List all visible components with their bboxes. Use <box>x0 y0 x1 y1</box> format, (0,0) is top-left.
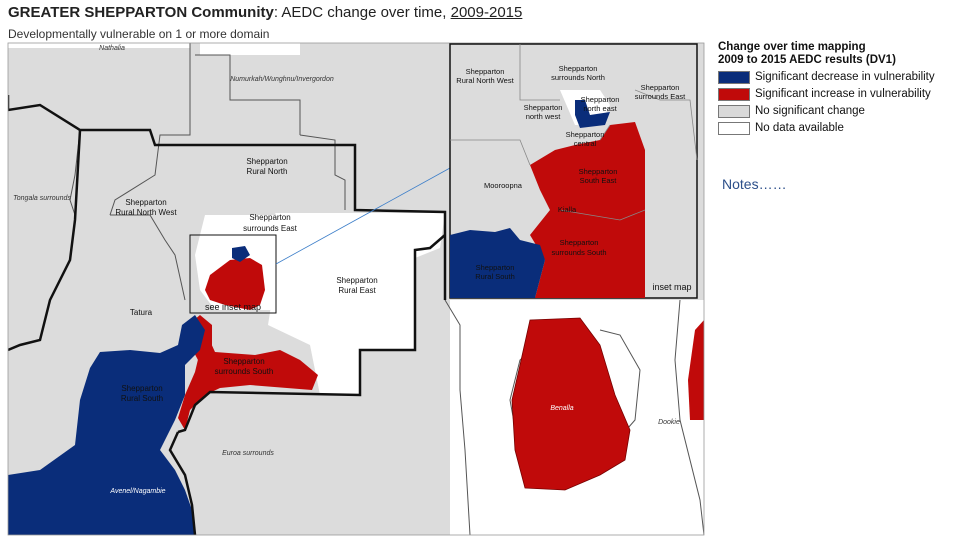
legend-item-increase: Significant increase in vulnerability <box>718 87 954 101</box>
label-rural-north-west-line1: Shepparton <box>125 198 166 207</box>
label-see-inset-map: see inset map <box>205 302 261 312</box>
label-surrounds-south-line2: surrounds South <box>215 367 274 376</box>
region-east-edge <box>688 320 704 420</box>
legend-label-no-change: No significant change <box>755 105 865 117</box>
region-shepparton-inset-zone <box>205 258 265 310</box>
label-rural-north-line1: Shepparton <box>246 157 287 166</box>
page-title: GREATER SHEPPARTON Community: AEDC chang… <box>8 4 522 21</box>
map-legend: Change over time mapping 2009 to 2015 AE… <box>718 41 954 135</box>
label-rural-south-line1: Shepparton <box>121 384 162 393</box>
inset-label-rural-south-line2: Rural South <box>475 272 515 281</box>
label-surrounds-south-line1: Shepparton <box>223 357 264 366</box>
label-dookie: Dookie <box>658 419 680 426</box>
legend-item-decrease: Significant decrease in vulnerability <box>718 70 954 84</box>
inset-label-north-west-line1: Shepparton <box>524 103 563 112</box>
legend-label-increase: Significant increase in vulnerability <box>755 88 931 100</box>
inset-rural-south-blue <box>450 228 545 298</box>
inset-label-south-east-line2: South East <box>580 176 618 185</box>
legend-item-no-data: No data available <box>718 121 954 135</box>
inset-caption: inset map <box>652 282 691 292</box>
inset-label-rural-nw-line2: Rural North West <box>456 76 514 85</box>
label-tatura: Tatura <box>130 308 153 317</box>
title-separator: : AEDC change over time, <box>273 4 451 21</box>
no-data-top <box>200 43 300 55</box>
inset-label-central-line2: central <box>574 139 597 148</box>
lga-boundary-west <box>8 129 82 352</box>
main-map-frame <box>7 42 705 536</box>
inset-reference-box <box>189 234 277 314</box>
label-rural-east-line2: Rural East <box>338 286 376 295</box>
label-numurkah: Numurkah/Wunghnu/Invergordon <box>230 76 334 83</box>
label-tongala: Tongala surrounds <box>13 195 71 202</box>
label-benalla: Benalla <box>550 405 573 412</box>
label-rural-north-line2: Rural North <box>247 167 288 176</box>
inset-label-rural-south-line1: Shepparton <box>476 263 515 272</box>
label-surrounds-east-line2: surrounds East <box>243 224 298 233</box>
region-benalla <box>511 317 631 491</box>
region-rural-south <box>8 315 205 535</box>
legend-label-no-data: No data available <box>755 122 844 134</box>
inset-label-mooroopna: Mooroopna <box>484 181 523 190</box>
inset-red-region <box>530 122 645 298</box>
label-euroa: Euroa surrounds <box>222 450 274 457</box>
lga-boundary-south <box>168 431 197 535</box>
no-data-top-left <box>8 43 190 48</box>
lga-boundary-north <box>8 95 447 300</box>
legend-swatch-decrease <box>718 70 750 84</box>
inset-leader-line <box>275 167 451 265</box>
label-rural-south-line2: Rural South <box>121 394 163 403</box>
legend-label-decrease: Significant decrease in vulnerability <box>755 71 935 83</box>
legend-title-line1: Change over time mapping <box>718 41 866 53</box>
legend-item-no-change: No significant change <box>718 104 954 118</box>
legend-title-line2: 2009 to 2015 AEDC results (DV1) <box>718 54 896 66</box>
legend-swatch-no-data <box>718 121 750 135</box>
inset-label-rural-nw-line1: Shepparton <box>466 67 505 76</box>
inset-label-kialla: Kialla <box>558 205 577 214</box>
inset-map: Shepparton Rural North West Shepparton s… <box>449 43 698 299</box>
inset-label-north-east-line2: north east <box>583 104 617 113</box>
inset-label-surrounds-east-line1: Shepparton <box>641 83 680 92</box>
notes-text: Notes…… <box>722 176 787 192</box>
label-rural-east-line1: Shepparton <box>336 276 377 285</box>
inset-north-east-blue <box>575 100 610 128</box>
inset-boundaries <box>450 44 698 221</box>
inset-label-south-east-line1: Shepparton <box>579 167 618 176</box>
label-rural-north-west-line2: Rural North West <box>115 208 177 217</box>
inset-label-central-line1: Shepparton <box>566 130 605 139</box>
legend-swatch-increase <box>718 87 750 101</box>
inset-label-surrounds-north-line2: surrounds North <box>551 73 605 82</box>
label-surrounds-east-line1: Shepparton <box>249 213 290 222</box>
lga-boundary-east <box>177 234 446 434</box>
inset-label-surrounds-north-line1: Shepparton <box>559 64 598 73</box>
region-north-east-blue <box>232 246 250 262</box>
title-years: 2009-2015 <box>450 4 523 21</box>
inset-label-north-east-line1: Shepparton <box>581 95 620 104</box>
inset-label-surrounds-south-line2: surrounds South <box>551 248 606 257</box>
legend-swatch-no-change <box>718 104 750 118</box>
title-community: GREATER SHEPPARTON Community <box>8 4 274 21</box>
label-avenel: Avenel/Nagambie <box>109 488 165 495</box>
label-nathalia: Nathalia <box>99 45 125 52</box>
inset-label-north-west-line2: north west <box>526 112 562 121</box>
page-subtitle: Developmentally vulnerable on 1 or more … <box>8 27 270 41</box>
region-surrounds-south <box>178 330 318 430</box>
inset-label-surrounds-south-line1: Shepparton <box>560 238 599 247</box>
inset-label-surrounds-east-line2: surrounds East <box>635 92 686 101</box>
